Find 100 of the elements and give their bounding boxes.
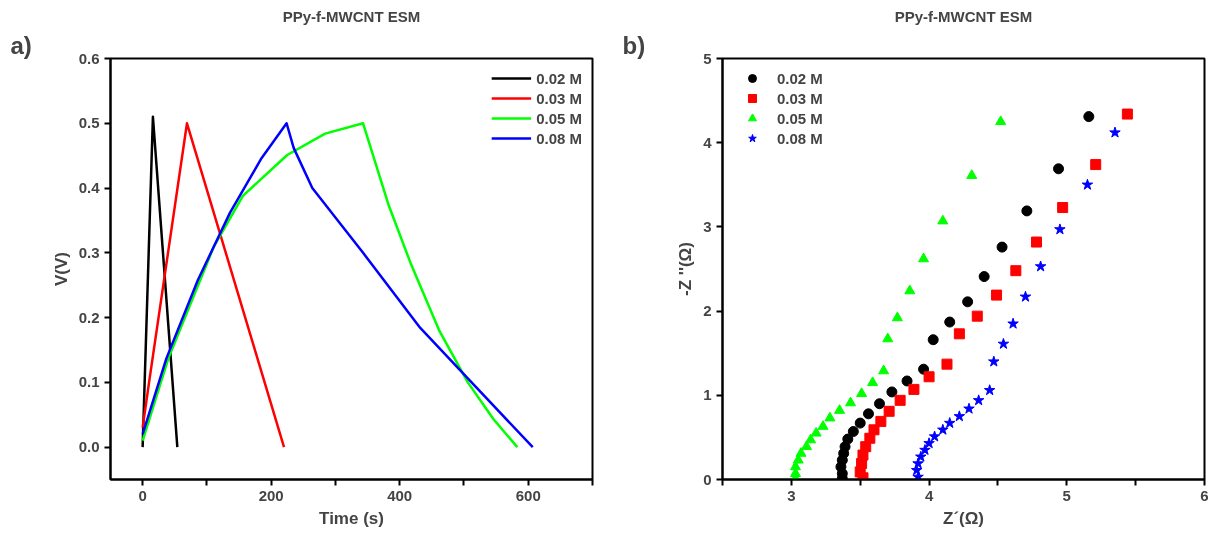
point [1057,202,1069,214]
point [1054,223,1066,235]
point [1019,290,1032,302]
point [862,408,874,420]
point [883,405,895,417]
point [894,394,906,406]
point [891,311,903,322]
point [953,328,965,340]
y-tick-label: 0.3 [78,243,100,261]
point [928,430,941,442]
y-tick-label: 0.1 [78,373,100,391]
point [1090,159,1102,171]
point [1034,260,1047,272]
point [972,394,985,406]
x-axis-title: Z´(Ω) [943,508,984,528]
point [966,169,978,179]
point [953,410,966,422]
x-tick-label: 4 [924,486,934,504]
point [937,214,949,225]
point [817,420,829,430]
legend-label: 0.03 M [536,89,582,107]
point [923,437,935,449]
x-tick-label: 0 [138,486,147,504]
y-tick-label: 4 [703,133,713,151]
point [854,417,866,429]
point [918,252,930,263]
point [1053,163,1065,175]
x-tick-label: 6 [1200,486,1209,504]
point [878,364,890,375]
y-tick-label: 0.4 [78,179,101,197]
x-tick-label: 200 [258,486,284,504]
point [834,404,846,414]
legend-label: 0.05 M [777,109,823,127]
text: a) [10,31,32,59]
text: b) [622,31,646,59]
point [847,426,859,437]
point [996,241,1008,253]
point [941,358,953,370]
point [963,402,975,414]
x-tick-label: 600 [515,486,541,504]
x-tick-label: 3 [787,486,796,504]
point [927,334,939,346]
point [919,444,931,455]
legend-label: 0.05 M [536,109,582,127]
point [1007,317,1019,329]
y-tick-label: 0.5 [78,114,100,132]
point [1021,205,1033,217]
point [978,271,990,283]
point [845,396,857,407]
y-tick-label: 0.6 [78,49,100,67]
point [915,450,927,462]
point [901,375,913,387]
point [904,284,916,295]
y-tick-label: 0 [703,470,712,488]
x-tick-label: 5 [1062,486,1071,504]
point [1109,126,1121,138]
point [882,332,894,343]
point [810,426,822,437]
x-axis-title: Time (s) [319,508,384,528]
point [997,337,1010,349]
legend-label: 0.02 M [777,69,823,87]
point [962,296,974,308]
point [944,316,956,328]
point [988,355,1000,367]
point [1121,108,1133,120]
point [1030,236,1042,248]
point [912,470,924,480]
chart-title: PPy-f-MWCNT ESM [894,7,1033,25]
point [805,433,817,444]
point [1010,265,1022,277]
point [867,376,879,387]
y-tick-label: 5 [703,49,712,67]
point [937,423,949,435]
point [983,384,996,396]
chart-title: PPy-f-MWCNT ESM [282,7,421,25]
line-series [141,122,286,449]
point [944,417,956,429]
point [995,115,1007,126]
legend-label: 0.03 M [777,89,823,107]
point [886,386,898,398]
y-axis-title: V(V) [51,252,71,286]
y-axis-title: -Z ''(Ω) [676,242,696,296]
y-tick-label: 1 [703,386,712,404]
point [991,289,1003,301]
point [824,411,836,422]
point [873,398,885,410]
legend-label: 0.02 M [536,69,582,87]
legend-label: 0.08 M [777,129,823,147]
x-tick-label: 400 [387,486,413,504]
point [971,310,983,322]
legend-label: 0.08 M [536,129,582,147]
text: 0.0 [78,438,100,456]
point [923,371,935,383]
point [875,415,887,427]
y-tick-label: 3 [703,217,712,235]
y-tick-label: 0.2 [78,308,100,326]
point [1083,111,1095,123]
point [908,383,920,395]
y-tick-label: 2 [703,302,712,320]
point [801,440,813,451]
